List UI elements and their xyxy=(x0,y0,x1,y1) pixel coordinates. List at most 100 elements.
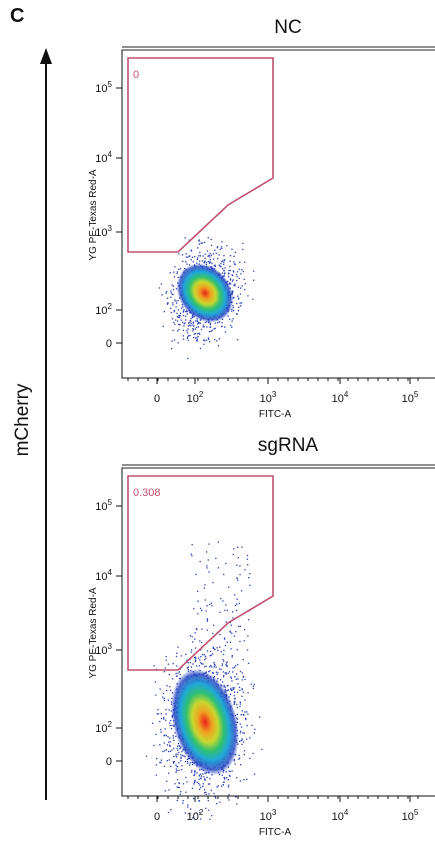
event-dot xyxy=(206,618,209,621)
event-dot xyxy=(165,708,167,711)
event-dot xyxy=(234,698,236,700)
event-dot xyxy=(259,716,261,718)
event-dot xyxy=(252,752,254,755)
event-dot xyxy=(237,546,239,549)
event-dot xyxy=(187,804,189,806)
event-dot xyxy=(190,553,192,555)
event-dot xyxy=(216,340,218,342)
event-dot xyxy=(208,670,210,673)
event-dot xyxy=(233,284,235,286)
event-dot xyxy=(223,781,225,783)
event-dot xyxy=(242,676,244,678)
event-dot xyxy=(220,263,222,265)
event-dot xyxy=(205,610,207,612)
event-dot xyxy=(200,777,202,779)
event-dot xyxy=(198,782,200,785)
event-dot xyxy=(205,665,207,667)
event-dot xyxy=(247,713,249,715)
event-dot xyxy=(229,693,232,696)
event-dot xyxy=(207,255,209,257)
event-dot xyxy=(166,744,168,746)
tick-base: 10 xyxy=(260,811,272,823)
event-dot xyxy=(184,760,187,763)
event-dot xyxy=(199,640,201,642)
event-dot xyxy=(186,329,188,332)
event-dot xyxy=(237,339,239,341)
event-dot xyxy=(186,760,189,763)
event-dot xyxy=(194,660,196,663)
event-dot xyxy=(219,646,221,648)
event-dot xyxy=(220,785,223,787)
event-dot xyxy=(199,255,202,257)
tick-label: 103 xyxy=(260,390,277,405)
event-dot xyxy=(222,676,225,678)
event-dot xyxy=(213,648,215,650)
event-dot xyxy=(223,255,225,257)
event-dot xyxy=(198,665,201,667)
event-dot xyxy=(227,586,230,588)
event-dot xyxy=(203,261,206,263)
event-dot xyxy=(230,688,232,691)
event-dot xyxy=(175,319,177,321)
event-dot xyxy=(226,245,228,247)
event-dot xyxy=(197,247,199,249)
event-dot xyxy=(240,714,242,716)
event-dot xyxy=(187,328,189,330)
event-dot xyxy=(228,273,230,275)
event-dot xyxy=(224,686,226,688)
event-dot xyxy=(233,635,236,637)
event-dot xyxy=(222,659,224,661)
event-dot xyxy=(151,722,154,724)
event-dot xyxy=(167,699,170,701)
event-dot xyxy=(241,679,244,681)
event-dot xyxy=(163,310,166,313)
event-dot xyxy=(230,676,232,678)
event-dot xyxy=(231,280,234,282)
event-dot xyxy=(212,253,215,255)
event-dot xyxy=(186,337,188,339)
event-dot xyxy=(253,773,256,775)
event-dot xyxy=(236,302,238,305)
event-dot xyxy=(207,559,209,561)
event-dot xyxy=(218,338,221,340)
event-dot xyxy=(188,321,191,324)
event-dot xyxy=(243,732,245,734)
event-dot xyxy=(175,300,177,302)
event-dot xyxy=(187,662,189,664)
event-dot xyxy=(172,329,174,332)
event-dot xyxy=(208,321,210,324)
gate-value: 0 xyxy=(133,69,139,81)
event-dot xyxy=(204,792,206,794)
event-dot xyxy=(192,817,194,819)
event-dot xyxy=(238,277,240,280)
event-dot xyxy=(183,755,185,757)
event-dot xyxy=(239,565,241,567)
event-dot xyxy=(166,689,168,692)
event-dot xyxy=(236,275,238,278)
event-dot xyxy=(226,689,228,692)
event-dot xyxy=(241,738,243,740)
event-dot xyxy=(194,779,196,782)
event-dot xyxy=(177,309,180,311)
event-dot xyxy=(179,673,181,676)
event-dot xyxy=(160,713,162,715)
tick-exp: 3 xyxy=(272,390,277,399)
event-dot xyxy=(228,770,230,772)
event-dot xyxy=(211,815,213,817)
event-dot xyxy=(196,258,199,261)
event-dot xyxy=(236,609,238,612)
event-dot xyxy=(177,299,179,302)
event-dot xyxy=(198,322,200,324)
event-dot xyxy=(227,786,230,788)
event-dot xyxy=(182,311,184,313)
event-dot xyxy=(226,685,228,687)
event-dot xyxy=(243,750,246,752)
event-dot xyxy=(208,809,210,811)
event-dot xyxy=(200,778,202,780)
event-dot xyxy=(162,692,165,695)
event-dot xyxy=(168,744,171,746)
event-dot xyxy=(190,651,192,653)
event-dot xyxy=(199,251,201,254)
